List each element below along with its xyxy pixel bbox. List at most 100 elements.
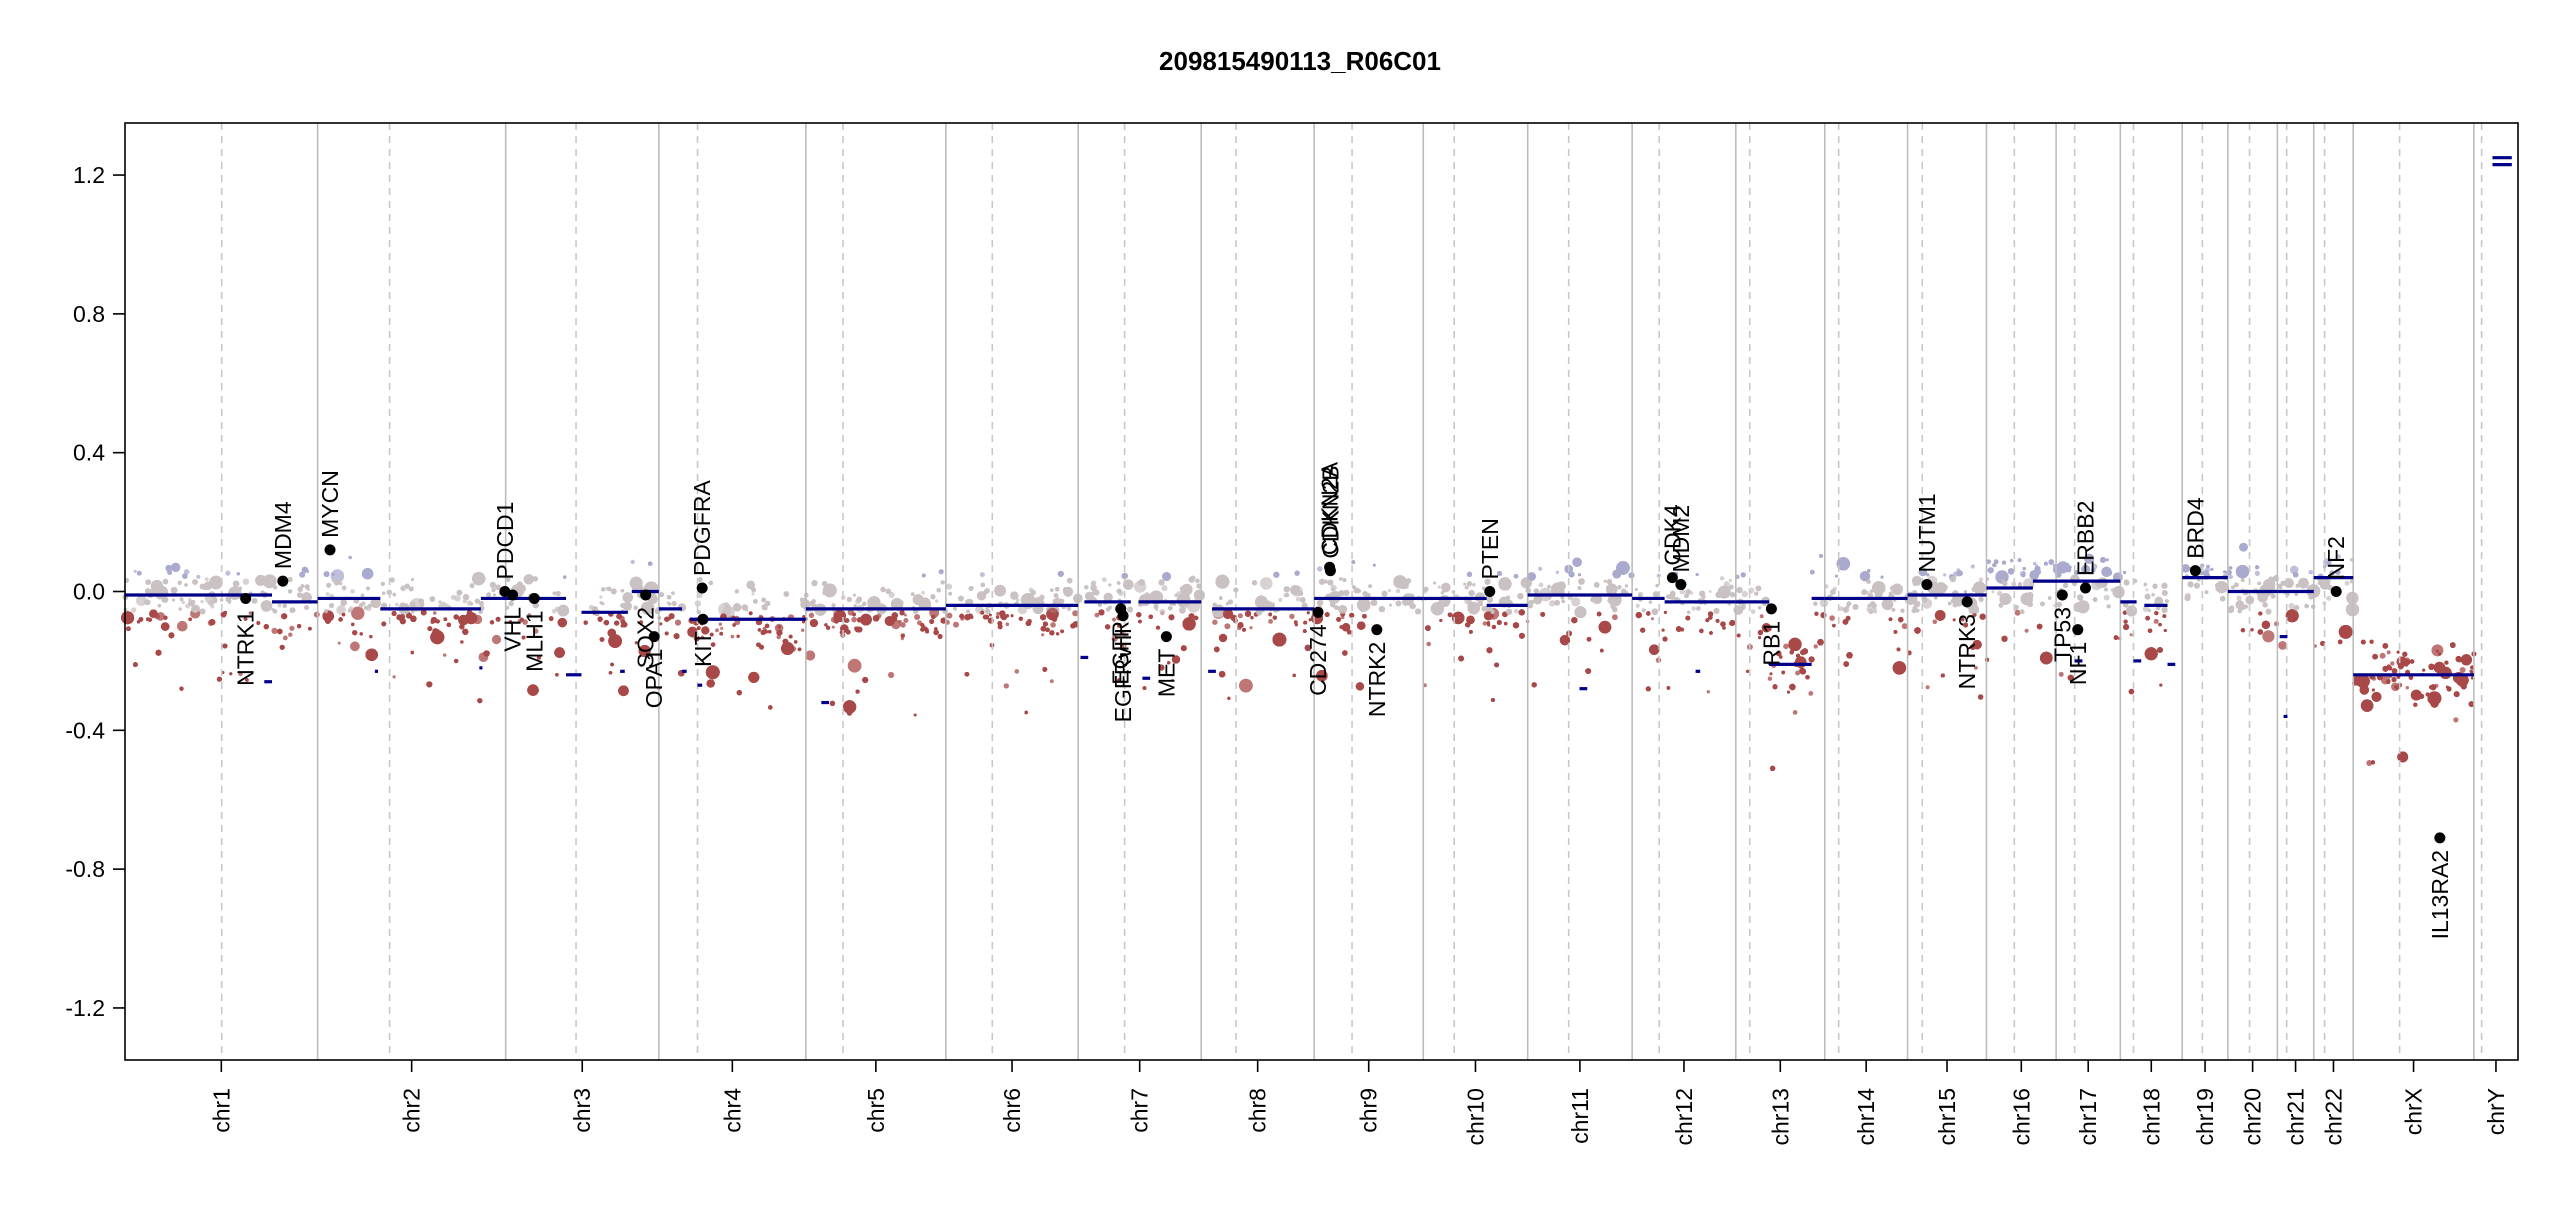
- probe-point: [1549, 600, 1556, 607]
- probe-point: [282, 635, 288, 641]
- probe-point: [454, 595, 461, 602]
- probe-point: [1571, 597, 1581, 607]
- probe-point: [1111, 635, 1118, 642]
- probe-point: [204, 577, 209, 582]
- probe-point: [2142, 605, 2149, 613]
- probe-point: [1014, 669, 1020, 674]
- probe-point: [1094, 612, 1100, 618]
- probe-point: [898, 619, 902, 624]
- probe-points: [121, 542, 2477, 772]
- chart-title: 209815490113_R06C01: [1159, 46, 1441, 76]
- probe-point: [2145, 588, 2149, 592]
- probe-point: [751, 592, 755, 596]
- probe-point: [2459, 667, 2466, 673]
- probe-point: [1767, 676, 1773, 681]
- probe-point: [1925, 685, 1930, 690]
- probe-point: [2386, 650, 2391, 655]
- probe-point: [900, 622, 906, 628]
- probe-point: [801, 628, 805, 632]
- probe-point: [462, 599, 467, 604]
- probe-point: [914, 614, 921, 620]
- probe-point: [2289, 565, 2299, 575]
- probe-point: [238, 671, 243, 677]
- probe-point: [2032, 561, 2037, 566]
- probe-point: [1970, 564, 1975, 569]
- probe-point: [552, 609, 557, 614]
- probe-point: [2326, 595, 2332, 601]
- probe-point: [903, 618, 909, 623]
- probe-point: [996, 612, 1000, 616]
- probe-point: [2322, 601, 2327, 606]
- probe-point: [2308, 569, 2313, 575]
- probe-point: [1991, 590, 1995, 594]
- probe-point: [1792, 710, 1798, 715]
- probe-point: [392, 675, 396, 679]
- probe-point: [1783, 643, 1789, 650]
- probe-point: [2262, 630, 2275, 643]
- probe-point: [946, 612, 953, 619]
- probe-point: [1691, 606, 1696, 611]
- probe-point: [808, 612, 815, 618]
- probe-point: [805, 650, 816, 661]
- probe-point: [1239, 678, 1253, 693]
- probe-point: [2153, 618, 2159, 624]
- probe-point: [288, 632, 293, 637]
- probe-point: [1547, 596, 1551, 600]
- probe-point: [1437, 585, 1441, 589]
- probe-point: [945, 583, 953, 590]
- probe-point: [1423, 683, 1427, 688]
- probe-point: [1387, 589, 1392, 593]
- probe-point: [1224, 623, 1231, 630]
- probe-point: [1750, 609, 1756, 614]
- probe-point: [136, 595, 147, 607]
- probe-point: [1795, 670, 1801, 676]
- probe-point: [1003, 683, 1009, 689]
- probe-point: [851, 616, 857, 623]
- probe-point: [1015, 598, 1020, 602]
- probe-point: [1050, 622, 1056, 628]
- probe-point: [1656, 573, 1661, 578]
- probe-point: [1997, 590, 2003, 597]
- probe-point: [522, 619, 528, 625]
- probe-point: [720, 626, 724, 630]
- probe-point: [432, 611, 437, 615]
- probe-point: [1005, 622, 1010, 626]
- probe-point: [776, 634, 781, 640]
- probe-point: [1538, 582, 1544, 588]
- probe-point: [225, 570, 231, 576]
- probe-point: [1426, 641, 1431, 647]
- probe-point: [723, 602, 730, 608]
- probe-point: [900, 637, 904, 641]
- probe-point: [888, 592, 895, 598]
- probe-point: [1612, 614, 1618, 621]
- probe-point: [2379, 652, 2386, 659]
- probe-point: [1513, 608, 1519, 614]
- probe-point: [1260, 577, 1273, 590]
- probe-point: [1932, 619, 1938, 625]
- probe-point: [2024, 628, 2029, 633]
- probe-point: [953, 621, 959, 628]
- probe-point: [700, 635, 705, 639]
- probe-point: [1395, 588, 1401, 594]
- probe-point: [183, 569, 190, 575]
- probe-point: [2236, 595, 2242, 601]
- probe-point: [350, 589, 355, 594]
- probe-point: [2058, 671, 2064, 677]
- probe-point: [289, 625, 295, 631]
- probe-point: [1706, 690, 1711, 694]
- probe-point: [491, 634, 502, 645]
- probe-point: [1838, 606, 1844, 612]
- probe-point: [715, 628, 719, 633]
- probe-point: [2278, 641, 2288, 650]
- probe-point: [1679, 588, 1686, 595]
- probe-point: [2014, 609, 2021, 616]
- probe-point: [921, 590, 925, 595]
- probe-point: [1555, 570, 1560, 574]
- probe-point: [2405, 686, 2409, 690]
- probe-point: [133, 569, 137, 573]
- probe-point: [599, 595, 603, 599]
- probe-point: [395, 602, 399, 607]
- probe-point: [1112, 617, 1116, 622]
